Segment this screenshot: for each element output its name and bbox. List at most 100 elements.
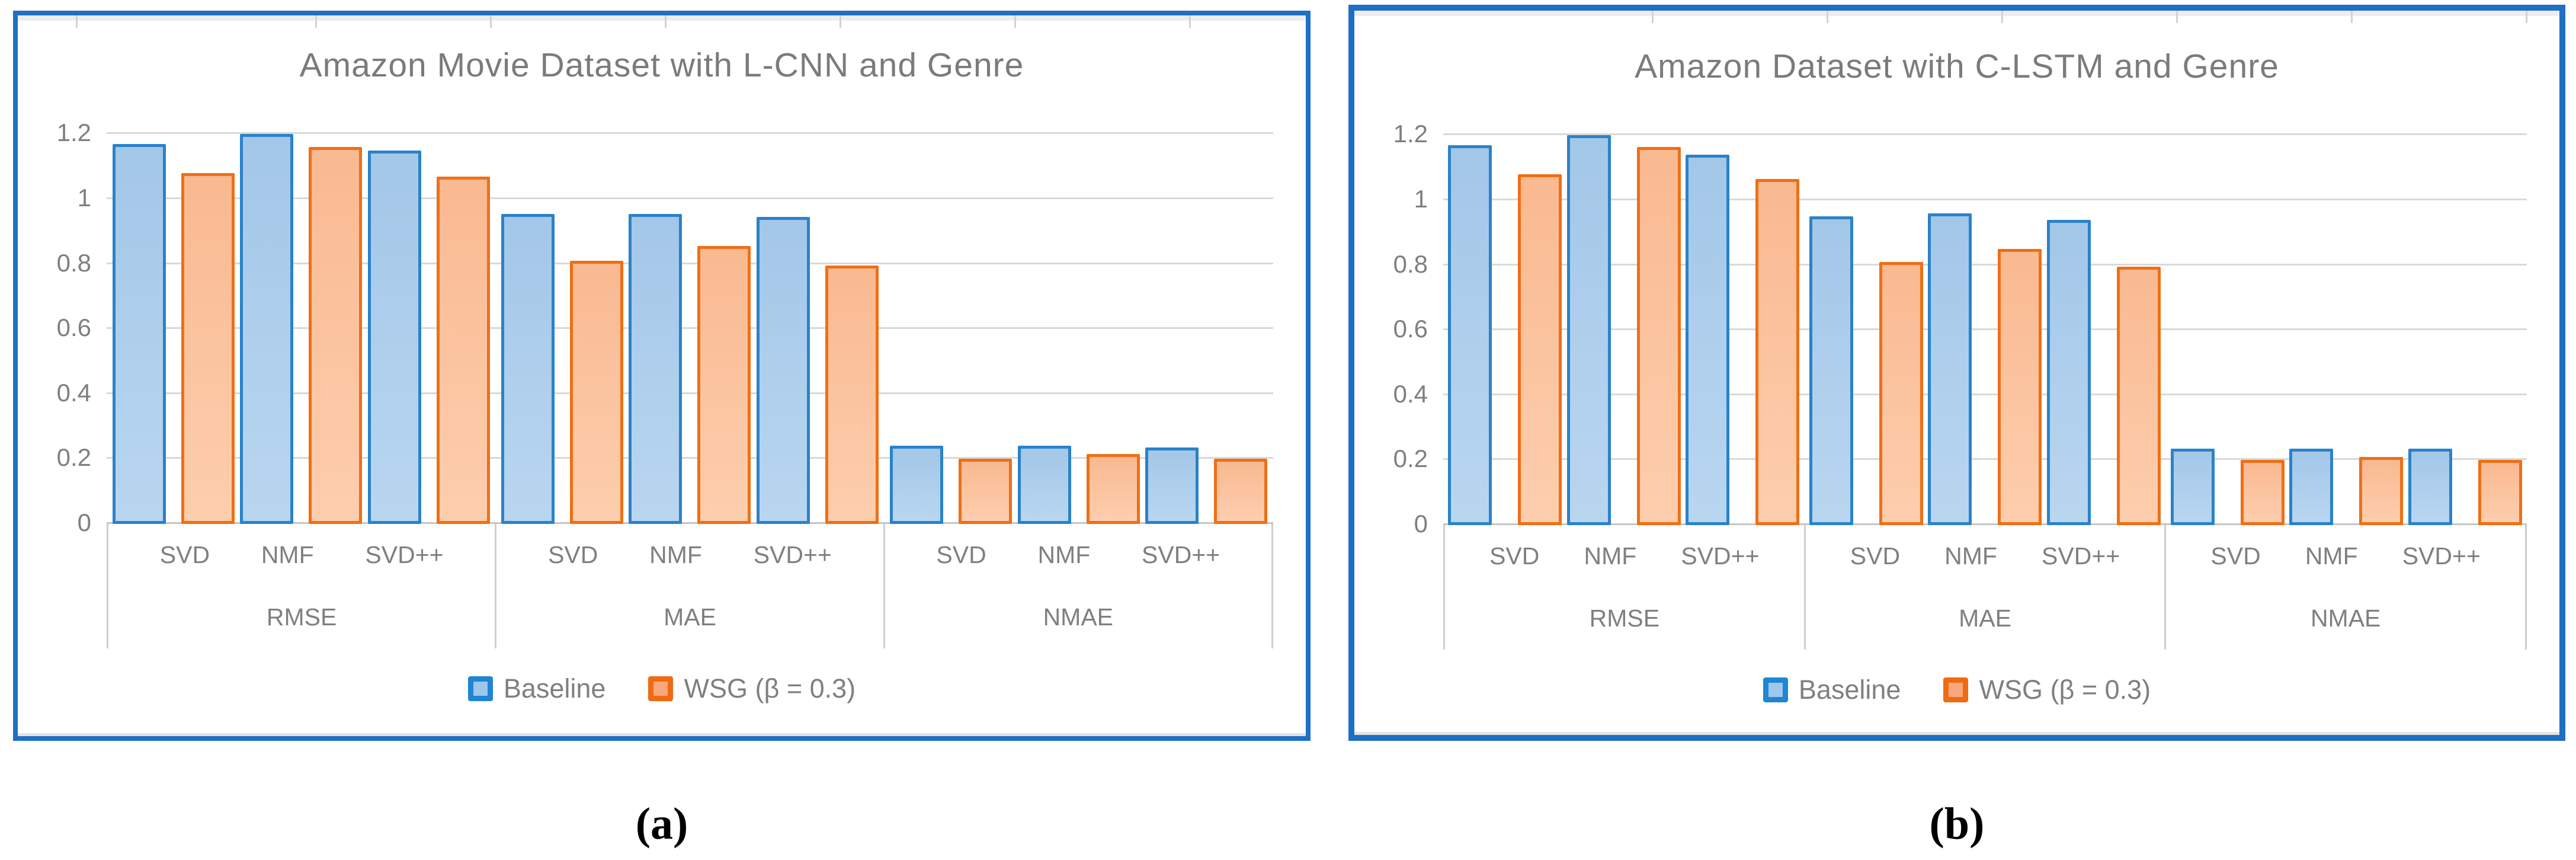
x-axis-group-MAE: SVD NMF SVD++ MAE	[1806, 525, 2167, 650]
bar-baseline-NMAE-NMF	[2289, 449, 2334, 525]
plot-row: 0 0.2 0.4 0.6 0.8 1 1.2	[1354, 103, 2559, 538]
x-axis: SVD NMF SVD++ RMSE SVD NMF SVD++ MAE SVD NMF SVD++…	[1443, 525, 2527, 650]
x-sub-labels: SVD NMF SVD++	[885, 524, 1271, 586]
legend: Baseline WSG (β = 0.3)	[18, 673, 1306, 704]
bar-pair-NMAE-SVD++	[2408, 449, 2522, 525]
bar-pair-RMSE-SVD++	[367, 151, 490, 524]
x-sub-labels: SVD NMF SVD++	[496, 524, 883, 586]
gridline	[1443, 458, 2527, 460]
bar-pair-MAE-NMF	[1928, 213, 2042, 525]
x-sub-label-NMF: NMF	[261, 541, 314, 568]
baseline-legend-swatch-icon	[467, 676, 493, 701]
bar-wsg-NMAE-SVD	[959, 459, 1013, 524]
x-group-label-NMAE: NMAE	[2310, 605, 2381, 632]
legend-label: Baseline	[1798, 674, 1901, 705]
bar-baseline-MAE-SVD++	[757, 217, 810, 524]
bar-wsg-NMAE-SVD++	[1214, 459, 1268, 524]
x-axis-wrap: SVD NMF SVD++ RMSE SVD NMF SVD++ MAE SVD NMF SVD++…	[107, 524, 1273, 648]
y-tick-label: 0.4	[56, 379, 91, 407]
gridline	[107, 392, 1273, 394]
x-sub-label-SVD: SVD	[548, 541, 598, 568]
bar-wsg-RMSE-SVD++	[1755, 179, 1800, 525]
bar-group-RMSE	[107, 102, 495, 524]
y-tick-label: 0.6	[1393, 315, 1428, 343]
x-sub-labels: SVD NMF SVD++	[1806, 525, 2165, 587]
bar-pair-RMSE-SVD++	[1686, 155, 1800, 525]
bar-wsg-RMSE-NMF	[1636, 147, 1681, 525]
bar-baseline-MAE-NMF	[1928, 213, 1972, 525]
bar-wsg-RMSE-SVD	[1518, 174, 1562, 525]
chart-title: Amazon Dataset with C-LSTM and Genre	[1635, 47, 2279, 85]
panel-bottom-shadow	[1354, 732, 2559, 735]
bar-wsg-MAE-SVD	[1879, 262, 1924, 525]
plot-area	[1443, 103, 2527, 525]
x-sub-labels: SVD NMF SVD++	[2166, 525, 2525, 587]
plot-area	[107, 102, 1273, 524]
bar-pair-RMSE-SVD	[112, 144, 235, 524]
x-sub-label-NMF: NMF	[1037, 541, 1091, 568]
x-baseline	[107, 522, 1273, 524]
top-axis-band	[1354, 11, 2559, 23]
panel-bottom-shadow	[18, 733, 1306, 736]
x-sub-labels: SVD NMF SVD++	[108, 524, 495, 586]
x-sub-label-SVD: SVD	[159, 541, 210, 568]
gridline	[1443, 264, 2527, 266]
bar-wsg-RMSE-NMF	[309, 147, 363, 524]
bar-wsg-MAE-SVD++	[2116, 267, 2161, 525]
bar-group-MAE	[495, 102, 884, 524]
legend-label: WSG (β = 0.3)	[1979, 674, 2151, 705]
y-tick-label: 0.8	[56, 249, 91, 277]
bar-pair-NMAE-SVD	[2170, 449, 2285, 525]
y-tick-label: 0.8	[1393, 250, 1428, 278]
legend-item: Baseline	[467, 673, 605, 704]
bar-baseline-MAE-NMF	[629, 214, 683, 524]
wsg-legend-swatch-icon	[648, 676, 674, 701]
x-sub-label-NMF: NMF	[1944, 542, 1997, 570]
bar-baseline-RMSE-SVD	[112, 144, 166, 524]
bar-pair-MAE-SVD	[1809, 216, 1924, 525]
x-sub-label-SVD: SVD	[2210, 542, 2261, 570]
bar-baseline-RMSE-SVD++	[1686, 155, 1730, 525]
legend-item: WSG (β = 0.3)	[1943, 674, 2151, 705]
x-axis-group-NMAE: SVD NMF SVD++ NMAE	[885, 524, 1273, 648]
y-axis: 0 0.2 0.4 0.6 0.8 1 1.2	[1354, 103, 1443, 538]
legend-item: Baseline	[1763, 674, 1901, 705]
y-tick-label: 0.4	[1393, 380, 1428, 408]
y-tick-label: 1	[77, 184, 91, 212]
bar-pair-MAE-SVD++	[757, 217, 879, 524]
y-tick-label: 0	[77, 509, 91, 536]
y-tick-label: 0.2	[56, 443, 91, 471]
bar-pair-RMSE-NMF	[1566, 135, 1681, 525]
x-sub-label-SVD: SVD	[1850, 542, 1901, 570]
gridline	[1443, 328, 2527, 330]
bar-baseline-RMSE-SVD++	[367, 151, 421, 524]
bar-baseline-RMSE-SVD	[1448, 145, 1492, 525]
legend: Baseline WSG (β = 0.3)	[1354, 674, 2559, 705]
legend-item: WSG (β = 0.3)	[648, 673, 856, 704]
bar-wsg-MAE-NMF	[1998, 249, 2042, 525]
y-tick-label: 1	[1414, 185, 1428, 213]
x-sub-label-NMF: NMF	[2305, 542, 2358, 570]
bar-pair-RMSE-NMF	[240, 134, 363, 524]
bar-pair-NMAE-NMF	[2289, 449, 2404, 525]
x-sub-label-SVD: SVD	[1489, 542, 1540, 570]
bar-group-NMAE	[2165, 103, 2527, 525]
bar-group-MAE	[1805, 103, 2166, 525]
x-axis-group-NMAE: SVD NMF SVD++ NMAE	[2166, 525, 2527, 650]
bar-group-RMSE	[1443, 103, 1805, 525]
x-axis-wrap: SVD NMF SVD++ RMSE SVD NMF SVD++ MAE SVD NMF SVD++…	[1443, 525, 2527, 650]
x-sub-label-SVD++: SVD++	[1681, 542, 1760, 570]
figure-caption-b: (b)	[1929, 799, 1985, 849]
x-sub-label-SVD++: SVD++	[2042, 542, 2120, 570]
x-group-label-MAE: MAE	[1959, 605, 2011, 632]
bar-baseline-NMAE-SVD	[890, 446, 944, 524]
gridline	[1443, 199, 2527, 200]
bar-pair-MAE-SVD	[501, 214, 623, 524]
bar-baseline-NMAE-SVD++	[1145, 447, 1199, 524]
bar-pair-NMAE-NMF	[1017, 446, 1140, 524]
wsg-legend-swatch-icon	[1943, 677, 1969, 702]
bar-baseline-RMSE-NMF	[1566, 135, 1611, 525]
y-tick-label: 0	[1414, 510, 1428, 538]
x-axis-group-RMSE: SVD NMF SVD++ RMSE	[1443, 525, 1806, 650]
y-tick-label: 1.2	[56, 119, 91, 146]
